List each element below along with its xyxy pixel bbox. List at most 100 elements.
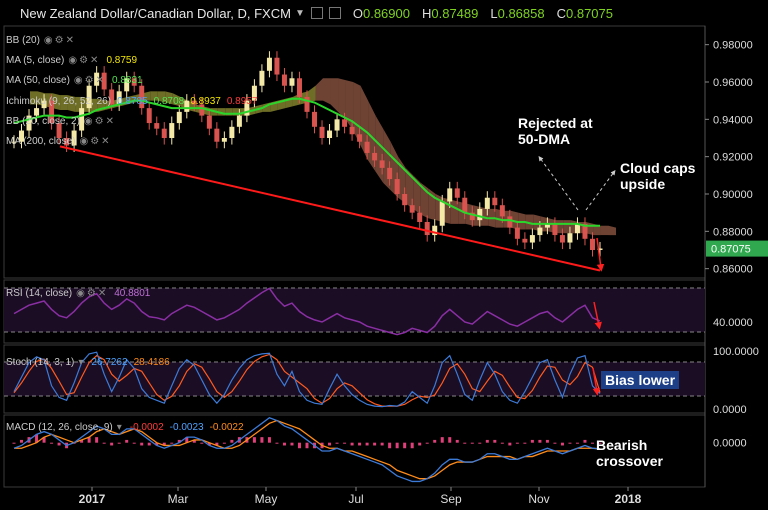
legend-ma200[interactable]: MA (200, close) ◉⚙✕ — [6, 136, 112, 147]
macd-hist-bar — [282, 442, 286, 446]
macd-hist-bar — [328, 442, 332, 446]
candle-body — [176, 111, 182, 124]
chart-header: New Zealand Dollar/Canadian Dollar, D, F… — [0, 0, 768, 26]
macd-hist-bar — [575, 442, 579, 444]
legend-stoch[interactable]: Stoch (14, 3, 1) ▾ 26.7262 28.4186 — [6, 357, 170, 368]
chevron-down-icon[interactable]: ▼ — [294, 7, 305, 19]
macd-hist-bar — [230, 439, 234, 443]
candle-body — [251, 85, 257, 101]
cloud-segment — [172, 93, 181, 107]
candle-body — [514, 227, 520, 239]
candle-body — [71, 130, 77, 146]
macd-hist-bar — [523, 442, 527, 444]
macd-hist-bar — [560, 442, 564, 446]
x-tick-label: Mar — [168, 492, 189, 506]
price-y-tick-label: 0.94000 — [713, 114, 753, 126]
candle-body — [552, 223, 558, 236]
candle-body — [334, 119, 340, 131]
cloud-segment — [405, 167, 414, 209]
legend-ma50[interactable]: MA (50, close) ◉⚙✕ 0.8831 — [6, 75, 143, 86]
macd-hist-bar — [297, 442, 301, 449]
macd-hist-bar — [42, 437, 46, 443]
macd-hist-bar — [57, 442, 61, 446]
price-y-tick-label: 0.86000 — [713, 264, 753, 276]
stoch-down-arrow — [592, 367, 601, 396]
trendline — [59, 145, 601, 272]
macd-hist-bar — [260, 437, 264, 443]
macd-hist-bar — [485, 439, 489, 443]
macd-hist-bar — [132, 442, 136, 444]
candle-body — [424, 222, 430, 236]
candle-body — [327, 130, 333, 138]
macd-hist-bar — [538, 439, 542, 443]
macd-hist-bar — [583, 439, 587, 443]
macd-hist-bar — [290, 442, 294, 446]
cloud-segment — [307, 85, 316, 103]
settings-icon[interactable] — [310, 7, 323, 19]
symbol-title[interactable]: New Zealand Dollar/Canadian Dollar, D, F… — [20, 5, 291, 21]
macd-hist-bar — [215, 442, 219, 446]
legend-macd[interactable]: MACD (12, 26, close, 9) ▾ -0.0002 -0.0023 -0… — [6, 422, 244, 433]
candle-body — [214, 128, 220, 142]
macd-hist-bar — [598, 442, 602, 444]
rsi-pane[interactable] — [4, 287, 705, 336]
candle-body — [582, 223, 588, 239]
annotation-cloud-caps: Cloud caps upside — [620, 160, 696, 192]
cloud-segment — [608, 225, 616, 236]
legend-bb[interactable]: BB (20, close, 2) ◉⚙✕ — [6, 116, 116, 127]
legend-bb-main[interactable]: BB (20) ◉⚙✕ — [6, 35, 76, 46]
candle-body — [109, 89, 115, 105]
candle-body — [484, 197, 490, 209]
candle-body — [266, 57, 272, 71]
price-y-tick-label: 0.88000 — [713, 226, 753, 238]
price-pane[interactable]: 0.87075 — [11, 51, 768, 272]
price-y-tick-label: 0.92000 — [713, 152, 753, 164]
macd-hist-bar — [553, 442, 557, 444]
rsi-line — [13, 287, 601, 336]
candle-body — [319, 126, 325, 138]
candle-body — [589, 238, 595, 250]
macd-hist-bar — [380, 442, 384, 446]
annotation-bias-lower: Bias lower — [601, 371, 680, 389]
candle-body — [402, 194, 408, 206]
x-tick-label: Nov — [528, 492, 549, 506]
macd-pane[interactable] — [12, 417, 602, 483]
candle-body — [49, 100, 55, 124]
candle-body — [364, 141, 370, 153]
macd-hist-bar — [418, 442, 422, 446]
macd-hist-bar — [305, 442, 309, 449]
candle-body — [79, 108, 85, 131]
cloud-segment — [157, 91, 166, 103]
macd-hist-bar — [463, 442, 467, 444]
macd-hist-bar — [125, 439, 129, 443]
cloud-segment — [90, 98, 98, 112]
cloud-arrow — [585, 169, 616, 211]
candle-body — [522, 238, 528, 243]
cloud-segment — [480, 207, 489, 226]
legend-buttons-icon: ◉⚙✕ — [43, 35, 76, 46]
candle-body — [229, 126, 235, 138]
candle-body — [124, 78, 130, 92]
legend-ma5[interactable]: MA (5, close) ◉⚙✕ 0.8759 — [6, 55, 138, 66]
candle-body — [259, 70, 265, 86]
compare-icon[interactable] — [328, 7, 341, 19]
stoch-k-line — [13, 351, 601, 408]
cloud-segment — [525, 214, 534, 230]
candle-body — [94, 72, 100, 86]
candle-body — [19, 130, 25, 142]
legend-rsi[interactable]: RSI (14, close) ◉⚙✕ 40.8801 — [6, 288, 151, 299]
rsi-down-arrow — [593, 301, 602, 330]
candle-body — [454, 188, 460, 198]
macd-hist-bar — [433, 439, 437, 443]
legend-ichimoku[interactable]: Ichimoku (9, 26, 52, 26) 0.8785 0.8708 0.89… — [6, 96, 258, 107]
macd-hist-bar — [95, 437, 99, 443]
macd-hist-bar — [87, 437, 91, 443]
macd-hist-bar — [267, 437, 271, 443]
stoch-pane[interactable] — [4, 351, 705, 408]
macd-hist-bar — [275, 442, 279, 444]
macd-hist-bar — [102, 442, 106, 444]
candle-body — [221, 138, 227, 142]
candle-body — [206, 115, 212, 129]
macd-hist-bar — [35, 434, 39, 443]
candle-body — [154, 123, 160, 129]
